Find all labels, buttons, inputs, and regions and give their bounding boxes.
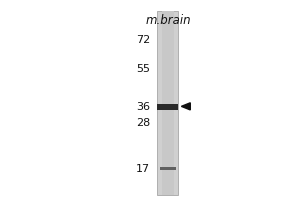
- Text: 55: 55: [136, 64, 150, 74]
- Bar: [158, 104, 178, 110]
- Bar: [162, 11, 174, 195]
- Text: 17: 17: [136, 164, 150, 174]
- Bar: [160, 167, 176, 170]
- Text: m.brain: m.brain: [145, 14, 191, 27]
- Text: 72: 72: [136, 35, 150, 45]
- Text: 36: 36: [136, 102, 150, 112]
- Polygon shape: [182, 103, 190, 110]
- Text: 28: 28: [136, 118, 150, 128]
- Bar: [158, 11, 178, 195]
